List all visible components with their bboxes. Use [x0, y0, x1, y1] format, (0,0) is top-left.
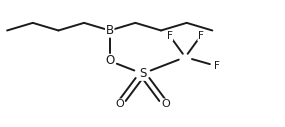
- Text: O: O: [105, 54, 114, 67]
- Text: O: O: [161, 99, 170, 109]
- Text: F: F: [167, 31, 172, 41]
- Text: F: F: [198, 31, 204, 41]
- Text: B: B: [106, 24, 114, 37]
- Text: F: F: [214, 61, 219, 71]
- Text: S: S: [139, 67, 146, 80]
- Text: O: O: [115, 99, 124, 109]
